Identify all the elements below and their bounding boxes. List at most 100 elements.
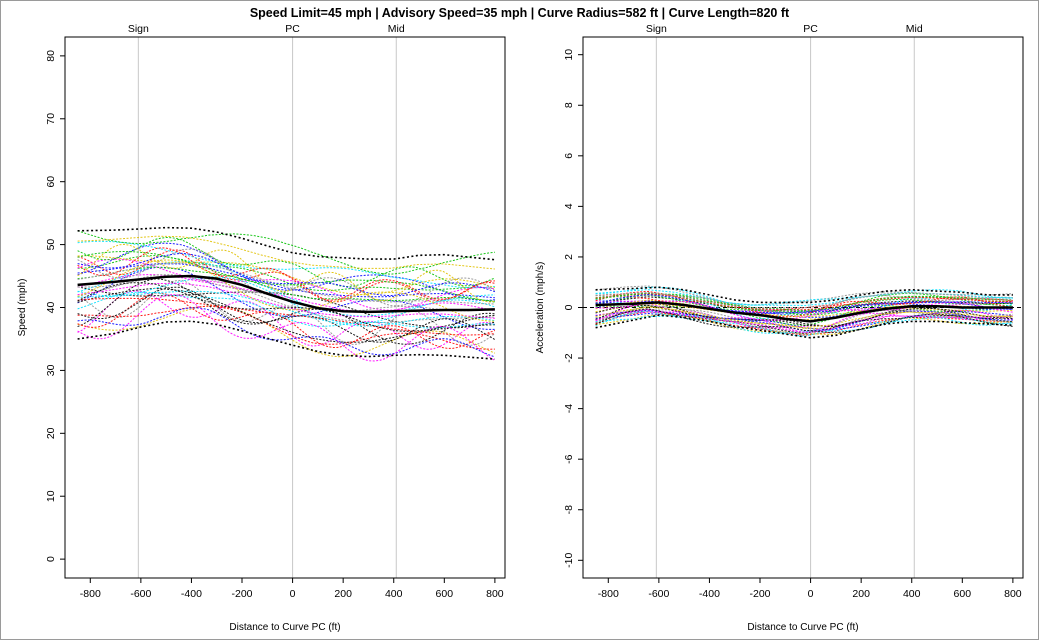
x-tick-label: -800 (598, 588, 619, 600)
trace-line (595, 310, 1013, 337)
trace-line (77, 282, 495, 319)
y-tick-label: 70 (45, 113, 57, 125)
trace-line (595, 301, 1013, 328)
y-tick-label: 4 (563, 203, 575, 209)
individual-traces (77, 230, 496, 362)
trace-line (595, 300, 1013, 321)
x-tick-label: 200 (334, 588, 352, 600)
y-tick-label: 60 (45, 176, 57, 188)
page-title: Speed Limit=45 mph | Advisory Speed=35 m… (249, 6, 790, 20)
reference-label-sign: Sign (128, 23, 149, 35)
individual-traces (595, 285, 1014, 337)
trace-line (77, 274, 496, 313)
trace-line (595, 286, 1013, 306)
y-tick-label: -4 (563, 404, 575, 413)
trace-line (77, 248, 496, 307)
x-tick-label: -800 (80, 588, 101, 600)
y-tick-label: 10 (563, 49, 575, 61)
y-tick-label: 0 (45, 556, 57, 562)
x-tick-label: -400 (181, 588, 202, 600)
trace-line (77, 305, 495, 350)
x-tick-label: 200 (852, 588, 870, 600)
trace-line (77, 282, 495, 332)
trace-line (595, 303, 1013, 318)
x-tick-label: -200 (232, 588, 253, 600)
trace-line (595, 314, 1013, 334)
trace-line (77, 290, 496, 350)
trace-line (77, 294, 496, 362)
trace-line (595, 291, 1013, 309)
x-tick-label: 0 (290, 588, 296, 600)
y-axis-title: Speed (mph) (17, 279, 28, 337)
trace-line (77, 279, 496, 346)
x-tick-label: -600 (648, 588, 669, 600)
y-tick-label: 80 (45, 50, 57, 62)
x-tick-label: 800 (1004, 588, 1022, 600)
trace-line (77, 286, 496, 329)
trace-line (77, 259, 495, 322)
y-tick-label: 10 (45, 490, 57, 502)
y-tick-label: 2 (563, 254, 575, 260)
trace-line (77, 305, 496, 358)
x-tick-label: 600 (436, 588, 454, 600)
y-tick-label: -8 (563, 505, 575, 514)
trace-line (595, 311, 1013, 336)
y-tick-label: 50 (45, 239, 57, 251)
trace-line (77, 297, 495, 336)
trace-line (77, 263, 495, 299)
trace-line (595, 292, 1013, 313)
y-tick-label: 8 (563, 102, 575, 108)
y-tick-label: 0 (563, 304, 575, 310)
trace-line (595, 306, 1013, 329)
trace-line (595, 305, 1013, 336)
trace-line (77, 262, 495, 305)
trace-line (77, 291, 495, 329)
reference-label-mid: Mid (388, 23, 405, 35)
trace-line (595, 310, 1013, 329)
trace-line (77, 287, 495, 343)
trace-line (77, 276, 496, 325)
trace-line (595, 308, 1013, 334)
trace-line (77, 250, 495, 302)
reference-label-pc: PC (803, 23, 818, 35)
y-tick-label: 40 (45, 302, 57, 314)
y-tick-label: 6 (563, 153, 575, 159)
trace-line (595, 292, 1013, 312)
trace-line (595, 293, 1013, 314)
y-tick-label: 30 (45, 364, 57, 376)
trace-line (77, 274, 495, 312)
y-tick-label: 20 (45, 427, 57, 439)
x-tick-label: 800 (486, 588, 504, 600)
trace-line (77, 247, 495, 301)
x-tick-label: -600 (130, 588, 151, 600)
trace-line (77, 278, 495, 345)
x-tick-label: 600 (954, 588, 972, 600)
upper-percentile-line (595, 286, 1013, 304)
reference-label-pc: PC (285, 23, 300, 35)
y-axis-title: Acceleration (mph/s) (535, 262, 546, 354)
y-tick-label: -6 (563, 454, 575, 463)
x-tick-label: 0 (808, 588, 814, 600)
mean-line (77, 274, 495, 314)
lower-percentile-line (595, 314, 1013, 339)
x-tick-label: -200 (750, 588, 771, 600)
reference-label-sign: Sign (646, 23, 667, 35)
trace-line (77, 242, 495, 301)
y-tick-label: -10 (563, 553, 575, 568)
trace-line (77, 292, 496, 349)
mean-line (595, 301, 1013, 323)
trace-line (77, 307, 496, 358)
y-tick-label: -2 (563, 353, 575, 362)
trace-line (595, 303, 1013, 333)
trace-line (77, 255, 495, 291)
trace-line (77, 235, 495, 270)
trace-line (77, 286, 496, 343)
x-tick-label: 400 (385, 588, 403, 600)
acceleration-panel: Sign PC Mid -800 -600 -400 -200 0 200 400 600 800 -1… (535, 23, 1024, 633)
lower-percentile-line (77, 320, 495, 360)
reference-label-mid: Mid (906, 23, 923, 35)
trace-line (77, 236, 496, 288)
trace-line (77, 252, 496, 297)
x-tick-label: 400 (903, 588, 921, 600)
